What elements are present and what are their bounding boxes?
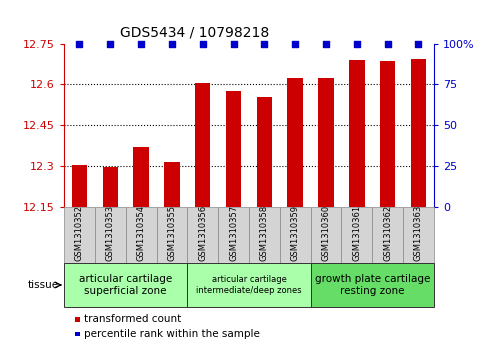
Text: tissue: tissue bbox=[28, 280, 59, 290]
Bar bbox=[226, 91, 241, 207]
Bar bbox=[134, 147, 149, 207]
Bar bbox=[318, 78, 334, 207]
Bar bbox=[95, 207, 126, 263]
Bar bbox=[157, 207, 187, 263]
Bar bbox=[341, 207, 372, 263]
Bar bbox=[64, 263, 187, 307]
Bar bbox=[187, 207, 218, 263]
Bar bbox=[218, 207, 249, 263]
Point bbox=[230, 41, 238, 46]
Bar bbox=[349, 60, 364, 207]
Text: percentile rank within the sample: percentile rank within the sample bbox=[84, 329, 260, 339]
Text: growth plate cartilage
resting zone: growth plate cartilage resting zone bbox=[315, 274, 430, 296]
Bar bbox=[164, 162, 179, 207]
Text: GSM1310357: GSM1310357 bbox=[229, 205, 238, 261]
Text: GSM1310354: GSM1310354 bbox=[137, 205, 145, 261]
Bar bbox=[195, 83, 211, 207]
Bar bbox=[74, 332, 80, 336]
Bar bbox=[403, 207, 434, 263]
Bar bbox=[249, 207, 280, 263]
Bar bbox=[287, 78, 303, 207]
Bar bbox=[380, 61, 395, 207]
Text: articular cartilage
superficial zone: articular cartilage superficial zone bbox=[79, 274, 173, 296]
Point bbox=[353, 41, 361, 46]
Bar bbox=[103, 167, 118, 207]
Bar bbox=[64, 207, 95, 263]
Bar bbox=[411, 58, 426, 207]
Bar bbox=[126, 207, 157, 263]
Text: GSM1310356: GSM1310356 bbox=[198, 205, 207, 261]
Text: articular cartilage
intermediate/deep zones: articular cartilage intermediate/deep zo… bbox=[196, 275, 302, 295]
Bar bbox=[187, 263, 311, 307]
Text: GSM1310353: GSM1310353 bbox=[106, 205, 115, 261]
Text: transformed count: transformed count bbox=[84, 314, 182, 325]
Point bbox=[199, 41, 207, 46]
Point bbox=[137, 41, 145, 46]
Point bbox=[106, 41, 114, 46]
Text: GSM1310352: GSM1310352 bbox=[75, 205, 84, 261]
Bar bbox=[311, 207, 341, 263]
Point bbox=[291, 41, 299, 46]
Text: GSM1310361: GSM1310361 bbox=[352, 205, 361, 261]
Bar bbox=[311, 263, 434, 307]
Bar bbox=[72, 165, 87, 207]
Text: GSM1310362: GSM1310362 bbox=[383, 205, 392, 261]
Point bbox=[260, 41, 268, 46]
Text: GSM1310358: GSM1310358 bbox=[260, 205, 269, 261]
Point bbox=[322, 41, 330, 46]
Bar bbox=[74, 317, 80, 322]
Point bbox=[415, 41, 423, 46]
Bar bbox=[257, 97, 272, 207]
Point bbox=[384, 41, 391, 46]
Text: GDS5434 / 10798218: GDS5434 / 10798218 bbox=[120, 26, 269, 40]
Text: GSM1310363: GSM1310363 bbox=[414, 205, 423, 261]
Point bbox=[168, 41, 176, 46]
Bar bbox=[280, 207, 311, 263]
Bar bbox=[372, 207, 403, 263]
Point bbox=[75, 41, 83, 46]
Text: GSM1310360: GSM1310360 bbox=[321, 205, 330, 261]
Text: GSM1310359: GSM1310359 bbox=[291, 205, 300, 261]
Text: GSM1310355: GSM1310355 bbox=[168, 205, 176, 261]
